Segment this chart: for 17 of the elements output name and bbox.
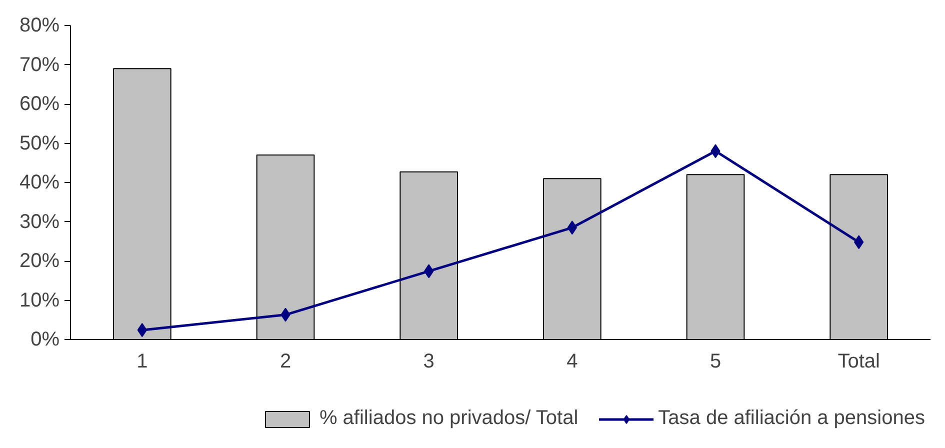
y-tick-label: 20%	[19, 250, 60, 272]
x-tick-label: Total	[838, 350, 880, 372]
x-tick-label: 4	[566, 350, 578, 372]
y-tick-label: 80%	[19, 14, 60, 36]
legend-label: Tasa de afiliación a pensiones	[658, 407, 925, 430]
y-tick-label: 40%	[19, 172, 60, 194]
y-tick-label: 70%	[19, 54, 60, 76]
y-tick-label: 50%	[19, 132, 60, 154]
legend-label: % afiliados no privados/ Total	[319, 407, 578, 430]
y-tick-label: 10%	[19, 289, 60, 312]
x-tick-label: 5	[710, 350, 722, 372]
x-tick-label: 1	[136, 350, 148, 372]
x-tick-label: 3	[423, 350, 434, 372]
x-tick-label: 2	[280, 350, 292, 372]
y-tick-label: 30%	[19, 210, 60, 233]
y-tick-label: 60%	[19, 93, 60, 115]
y-tick-label: 0%	[30, 328, 60, 350]
